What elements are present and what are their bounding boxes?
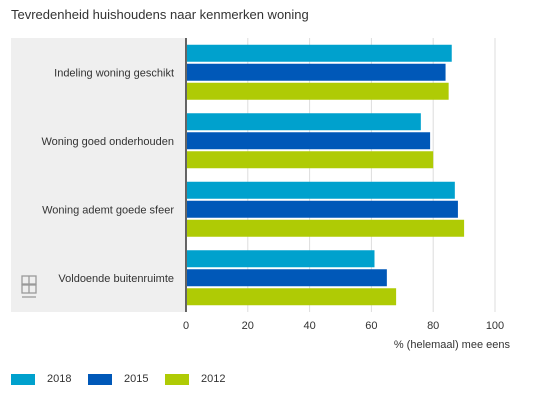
bar-2015-1 [187, 63, 446, 81]
legend-item-2015: 2015 [88, 373, 165, 385]
x-tick-label: 20 [242, 320, 254, 332]
x-tick-labels: 0 20 40 60 80 100 [183, 320, 504, 332]
legend: 2018 2015 2012 [11, 373, 242, 385]
bar-2015-2 [187, 132, 431, 150]
x-tick-label: 40 [303, 320, 315, 332]
x-tick-label: 60 [365, 320, 377, 332]
bar-2018-4 [187, 250, 375, 268]
category-label: Woning ademt goede sfeer [42, 204, 174, 216]
bars [187, 44, 465, 306]
category-panel [11, 38, 186, 312]
bar-2015-4 [187, 269, 387, 287]
legend-swatch [165, 373, 189, 385]
x-axis-label: % (helemaal) mee eens [394, 339, 511, 351]
bar-2015-3 [187, 200, 458, 218]
bar-chart: Indeling woning geschikt Woning goed onde… [11, 38, 511, 351]
legend-item-2012: 2012 [165, 373, 242, 385]
bar-2018-3 [187, 181, 455, 199]
legend-swatch [88, 373, 112, 385]
x-tick-label: 80 [427, 320, 439, 332]
chart-title: Tevredenheid huishoudens naar kenmerken … [11, 7, 309, 22]
bar-2012-3 [187, 219, 465, 237]
legend-swatch [11, 373, 35, 385]
legend-label: 2015 [124, 373, 149, 385]
bar-2018-2 [187, 113, 421, 131]
cbs-logo-icon [21, 275, 37, 298]
x-tick-label: 0 [183, 320, 189, 332]
bar-2012-4 [187, 288, 397, 306]
category-labels: Indeling woning geschikt Woning goed onde… [41, 67, 174, 285]
bar-2012-1 [187, 82, 449, 100]
legend-item-2018: 2018 [11, 373, 88, 385]
bar-2018-1 [187, 44, 452, 62]
legend-label: 2018 [47, 373, 72, 385]
bar-2012-2 [187, 151, 434, 169]
category-label: Woning goed onderhouden [41, 136, 174, 148]
x-tick-label: 100 [486, 320, 504, 332]
category-label: Indeling woning geschikt [54, 67, 174, 79]
legend-label: 2012 [201, 373, 226, 385]
category-label: Voldoende buitenruimte [58, 273, 174, 285]
